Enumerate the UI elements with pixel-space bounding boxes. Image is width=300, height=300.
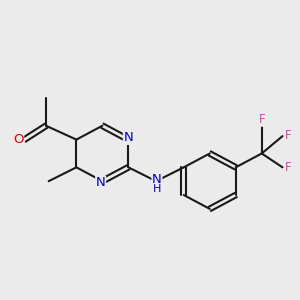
Text: F: F — [285, 129, 292, 142]
Text: O: O — [13, 133, 24, 146]
Text: N: N — [96, 176, 106, 189]
Text: H: H — [153, 184, 161, 194]
Text: N: N — [124, 131, 133, 144]
Text: F: F — [258, 113, 265, 126]
Text: N: N — [152, 173, 162, 186]
Text: F: F — [285, 161, 292, 174]
